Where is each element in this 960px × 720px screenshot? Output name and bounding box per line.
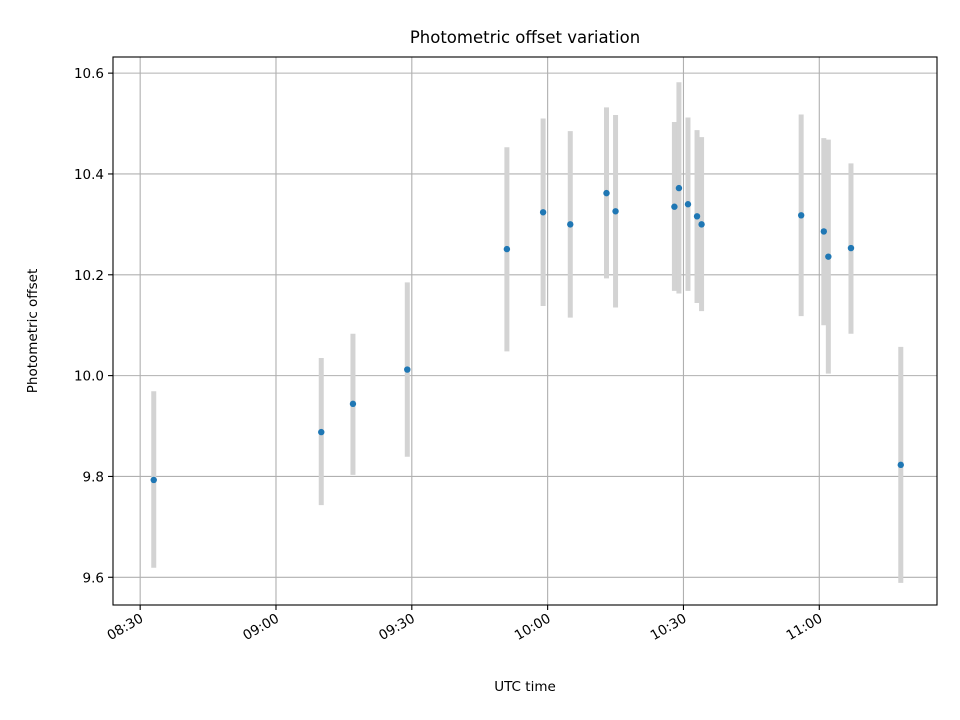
y-tick-label: 10.4: [74, 167, 104, 183]
data-point: [567, 221, 574, 228]
data-points: [150, 184, 904, 484]
x-tick-label: 10:00: [512, 611, 554, 644]
data-point: [797, 212, 805, 219]
x-tick-label: 10:30: [648, 611, 690, 644]
data-point: [150, 476, 157, 484]
y-tick-label: 10.2: [74, 268, 104, 284]
y-axis: 9.6 9.8 10.0 10.2 10.4 10.6: [74, 66, 113, 586]
y-axis-label: Photometric offset: [25, 269, 41, 393]
y-tick-label: 9.6: [83, 570, 104, 586]
x-tick-label: 08:30: [104, 611, 146, 644]
data-point: [612, 208, 619, 215]
data-point: [349, 400, 357, 408]
data-point: [684, 201, 692, 208]
data-point: [318, 428, 325, 436]
data-point: [825, 253, 832, 260]
plot-area: [113, 57, 937, 605]
data-point: [539, 209, 547, 216]
y-tick-label: 9.8: [83, 469, 104, 485]
x-tick-label: 09:30: [376, 611, 418, 644]
x-axis-label: UTC time: [494, 679, 556, 695]
data-point: [897, 461, 904, 469]
y-tick-label: 10.6: [74, 66, 104, 82]
x-tick-label: 11:00: [784, 611, 826, 644]
plot-frame: [112, 56, 938, 606]
data-point: [671, 203, 678, 210]
data-point: [503, 245, 511, 253]
chart-title: Photometric offset variation: [410, 28, 640, 47]
data-point: [404, 366, 411, 373]
data-point: [675, 184, 683, 192]
data-point: [847, 244, 855, 252]
data-point: [698, 221, 705, 228]
data-point: [693, 213, 701, 220]
data-point: [820, 228, 828, 235]
data-point: [603, 189, 610, 197]
x-tick-label: 09:00: [240, 611, 282, 644]
x-axis: 08:30 09:00 09:30 10:00 10:30 11:00: [104, 605, 825, 644]
y-tick-label: 10.0: [74, 369, 104, 385]
